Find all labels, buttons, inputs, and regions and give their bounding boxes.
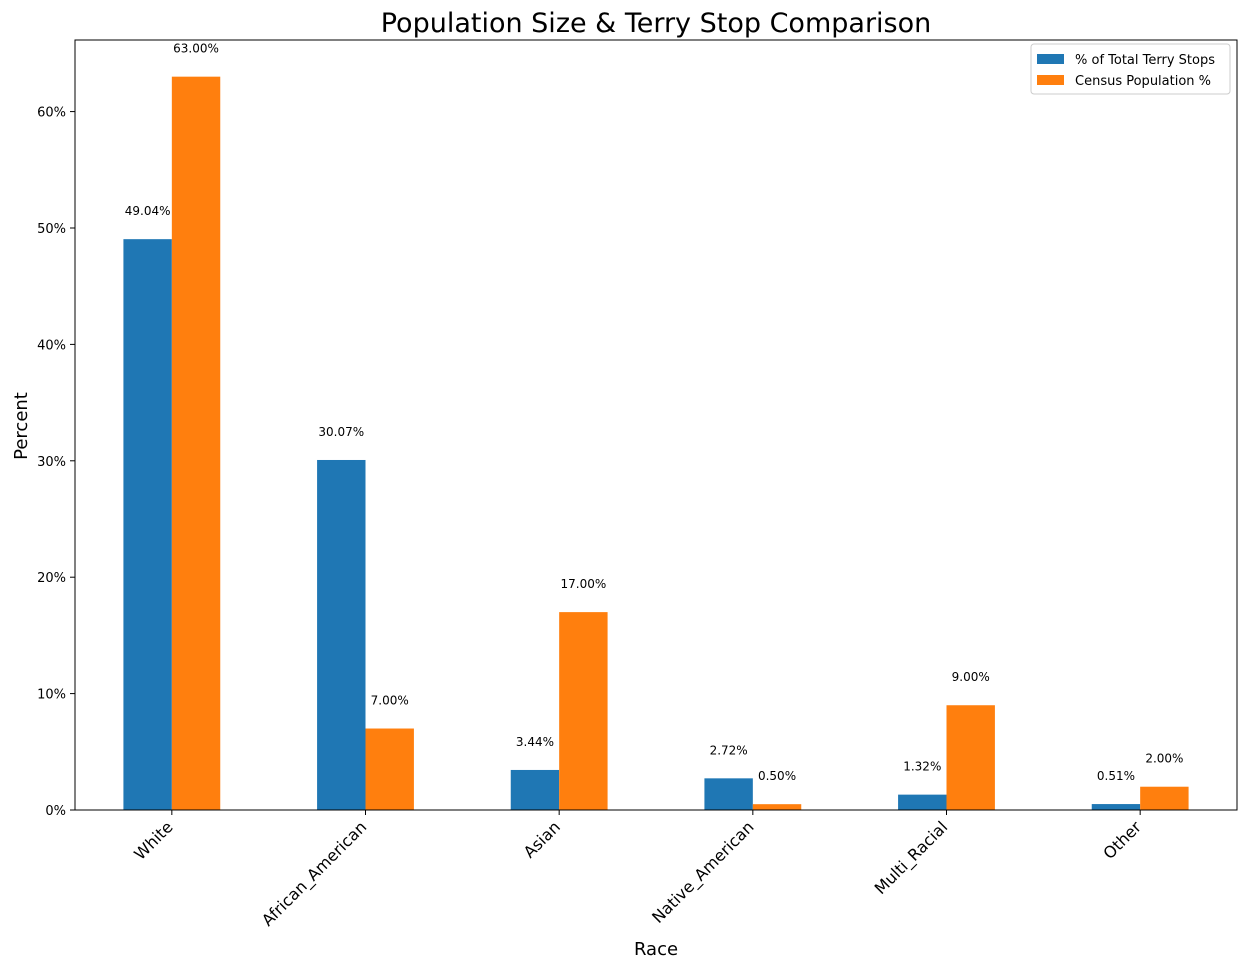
y-tick-label: 20%: [37, 571, 66, 586]
bar-value-label: 49.04%: [125, 204, 171, 218]
bar-census-population--african_american: [365, 728, 414, 810]
bar-value-label: 1.32%: [903, 760, 941, 774]
bar-value-label: 2.00%: [1145, 752, 1183, 766]
chart-title: Population Size & Terry Stop Comparison: [381, 8, 932, 39]
x-tick-label: Multi_Racial: [871, 817, 952, 898]
y-tick-label: 60%: [37, 106, 66, 121]
y-axis-title: Percent: [11, 392, 32, 460]
bar-census-population--white: [171, 76, 221, 810]
x-axis-title: Race: [634, 939, 678, 960]
bar-value-label: 0.50%: [758, 769, 796, 783]
x-tick-label: Other: [1099, 817, 1145, 863]
x-tick-label: Asian: [520, 817, 564, 861]
bar-value-label: 2.72%: [710, 743, 748, 757]
bar-value-label: 7.00%: [371, 694, 409, 708]
bar--of-total-terry-stops-white: [123, 239, 172, 811]
x-tick-label: African_American: [258, 817, 371, 930]
x-tick-label: White: [130, 817, 176, 863]
bar-census-population--asian: [559, 612, 608, 810]
bar-value-label: 30.07%: [318, 425, 364, 439]
bar-census-population--native_american: [752, 804, 802, 810]
y-tick-label: 40%: [37, 338, 66, 353]
bar-census-population--multi_racial: [946, 705, 995, 810]
bar-value-label: 0.51%: [1097, 769, 1135, 783]
bar--of-total-terry-stops-native_american: [704, 778, 753, 810]
bar--of-total-terry-stops-asian: [510, 769, 560, 810]
bar--of-total-terry-stops-african_american: [317, 459, 366, 810]
bar--of-total-terry-stops-other: [1091, 804, 1141, 810]
bar-value-label: 9.00%: [952, 670, 990, 684]
y-tick-label: 10%: [37, 688, 66, 703]
legend: % of Total Terry Stops Census Population …: [1030, 43, 1231, 95]
y-tick-label: 50%: [37, 222, 66, 237]
y-tick-label: 30%: [37, 455, 66, 470]
x-tick-label: Native_American: [648, 817, 758, 927]
bar-census-population--other: [1140, 786, 1189, 810]
bar--of-total-terry-stops-multi_racial: [898, 794, 947, 810]
plot-area: 49.04% 30.07% 3.44% 2.72% 1.32% 0.51% 63.00% 7.…: [37, 39, 1238, 930]
legend-entry-label: Census Population %: [1075, 74, 1211, 89]
legend-swatch: [1037, 54, 1064, 64]
bar-value-label: 63.00%: [173, 42, 219, 56]
axes-frame: [74, 39, 1238, 811]
legend-entry-label: % of Total Terry Stops: [1075, 53, 1215, 68]
bar-value-label: 3.44%: [516, 735, 554, 749]
legend-swatch: [1037, 75, 1064, 85]
bar-value-label: 17.00%: [560, 577, 606, 591]
legend-box: [1030, 43, 1231, 95]
y-tick-label: 0%: [45, 804, 66, 819]
